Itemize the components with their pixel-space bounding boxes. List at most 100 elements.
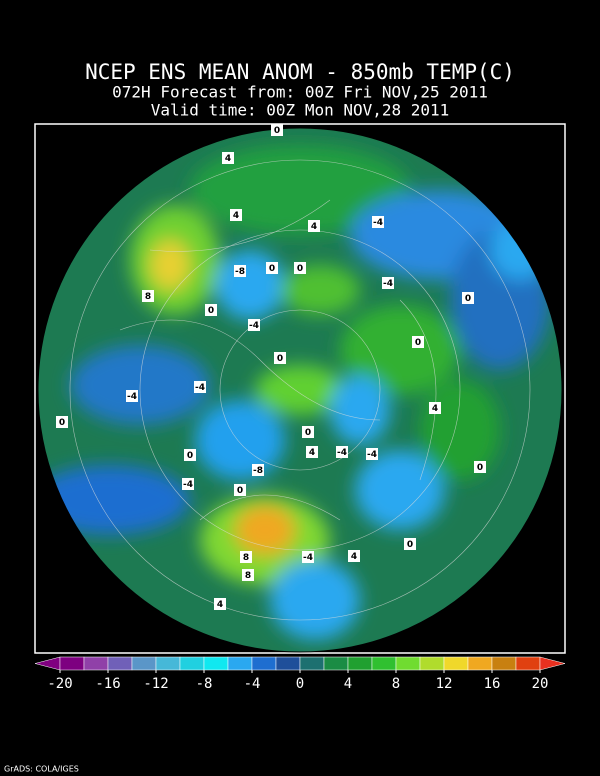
contour-label: -4	[183, 480, 193, 490]
label-box	[462, 292, 474, 304]
contour-label: 0	[297, 264, 303, 274]
colorbar-segment	[83, 656, 109, 671]
contour-label: -4	[373, 218, 383, 228]
colorbar-segment	[515, 656, 541, 671]
contour-label: 0	[269, 264, 275, 274]
colorbar: -20 -16 -12 -8 -4 0 4 8 12 16 20	[34, 656, 566, 692]
label-box	[142, 290, 154, 302]
label-box	[348, 550, 360, 562]
contour-label: 0	[477, 463, 483, 473]
colorbar-label: 16	[484, 676, 501, 692]
title: NCEP ENS MEAN ANOM - 850mb TEMP(C)	[85, 60, 515, 84]
contour-label: 0	[465, 294, 471, 304]
map	[38, 128, 562, 652]
label-box	[194, 381, 206, 393]
label-box	[126, 390, 138, 402]
colorbar-segment	[395, 656, 421, 671]
label-box	[184, 449, 196, 461]
label-box	[382, 277, 394, 289]
label-box	[266, 262, 278, 274]
colorbar-segment	[227, 656, 253, 671]
colorbar-segment	[419, 656, 445, 671]
contour-label: -4	[367, 450, 377, 460]
label-box	[302, 551, 314, 563]
colorbar-segment	[155, 656, 181, 671]
contour-label: 4	[233, 211, 239, 221]
label-box	[336, 446, 348, 458]
colorbar-label: -16	[95, 676, 120, 692]
label-box	[242, 569, 254, 581]
colorbar-label: -20	[47, 676, 72, 692]
colorbar-segment	[467, 656, 493, 671]
contour-label: 4	[432, 404, 438, 414]
colorbar-segment	[107, 656, 133, 671]
colorbar-label: -8	[196, 676, 213, 692]
colorbar-segment	[275, 656, 301, 671]
label-box	[306, 446, 318, 458]
label-box	[474, 461, 486, 473]
colorbar-segment	[203, 656, 229, 671]
contour-label: 0	[277, 354, 283, 364]
contour-label: 0	[415, 338, 421, 348]
label-box	[294, 262, 306, 274]
contour-label: -4	[337, 448, 347, 458]
colorbar-label: 12	[436, 676, 453, 692]
label-box	[234, 265, 246, 277]
label-box	[205, 304, 217, 316]
contour-label: 4	[217, 600, 223, 610]
label-box	[234, 484, 246, 496]
globe-edge	[37, 127, 563, 653]
colorbar-segment	[323, 656, 349, 671]
contour-label: -4	[195, 383, 205, 393]
label-box	[308, 220, 320, 232]
contour-labels: 0 4 4 4 -4 8 -8 0 0 -4 0 0 -4 0 0 -4 -4 4 0 0 0 -8 4 -4 -4 0 -4 0 0 8…	[56, 124, 486, 610]
label-box	[372, 216, 384, 228]
label-box	[404, 538, 416, 550]
label-box	[274, 352, 286, 364]
colorbar-segment	[179, 656, 205, 671]
colorbar-segment	[251, 656, 277, 671]
colorbar-segment	[59, 656, 85, 671]
contour-label: 0	[59, 418, 65, 428]
colorbar-segment	[131, 656, 157, 671]
contour-label: -8	[253, 466, 263, 476]
label-box	[240, 551, 252, 563]
label-box	[252, 464, 264, 476]
contour-label: -8	[235, 267, 245, 277]
colorbar-label: 8	[392, 676, 400, 692]
contour-label: 4	[351, 552, 357, 562]
label-box	[429, 402, 441, 414]
colorbar-segment	[491, 656, 517, 671]
label-box	[222, 152, 234, 164]
contour-label: 0	[208, 306, 214, 316]
contour-label: 0	[305, 428, 311, 438]
colorbar-segment	[299, 656, 325, 671]
label-box	[302, 426, 314, 438]
contour-label: 4	[311, 222, 317, 232]
label-box	[271, 124, 283, 136]
label-box	[248, 319, 260, 331]
colorbar-label: -4	[244, 676, 261, 692]
contour-label: 0	[274, 126, 280, 136]
colorbar-label: -12	[143, 676, 168, 692]
contour-label: 0	[237, 486, 243, 496]
colorbar-over	[539, 656, 566, 671]
contour-label: 0	[187, 451, 193, 461]
footer: GrADS: COLA/IGES	[4, 765, 79, 774]
colorbar-label: 20	[532, 676, 549, 692]
contour-label: -4	[127, 392, 137, 402]
label-box	[56, 416, 68, 428]
contour-label: 0	[407, 540, 413, 550]
colorbar-segment	[347, 656, 373, 671]
contour-label: 8	[145, 292, 151, 302]
contour-label: 4	[225, 154, 231, 164]
colorbar-under	[34, 656, 61, 671]
label-box	[230, 209, 242, 221]
contour-label: -4	[249, 321, 259, 331]
contour-label: 8	[245, 571, 251, 581]
subtitle: Valid time: 00Z Mon NOV,28 2011	[151, 101, 450, 120]
contour-label: 8	[243, 553, 249, 563]
contour-label: 4	[309, 448, 315, 458]
